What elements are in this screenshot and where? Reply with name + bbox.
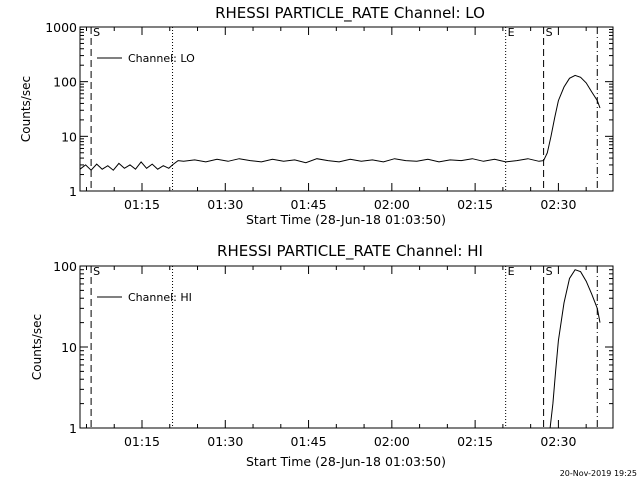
y-tick-label: 10 bbox=[61, 340, 77, 355]
legend-label: Channel: HI bbox=[128, 291, 192, 304]
x-tick-label: 02:30 bbox=[540, 197, 576, 212]
y-tick-label: 1 bbox=[69, 421, 77, 436]
x-tick-label: 01:15 bbox=[124, 197, 160, 212]
panel-hi: RHESSI PARTICLE_RATE Channel: HI S E S 1 10… bbox=[30, 242, 614, 469]
panel-lo: RHESSI PARTICLE_RATE Channel: LO S E S 1 10… bbox=[19, 4, 614, 227]
y-axis-ticks: 1 10 100 1000 bbox=[45, 20, 613, 199]
y-tick-label: 10 bbox=[61, 129, 77, 144]
y-tick-label: 100 bbox=[53, 75, 77, 90]
x-tick-label: 01:15 bbox=[124, 434, 160, 449]
marker-label: S bbox=[93, 26, 100, 39]
x-tick-label: 01:30 bbox=[207, 434, 243, 449]
x-axis-label: Start Time (28-Jun-18 01:03:50) bbox=[246, 454, 446, 469]
date-stamp: 20-Nov-2019 19:25 bbox=[560, 469, 637, 478]
x-tick-label: 01:30 bbox=[207, 197, 243, 212]
chart-title: RHESSI PARTICLE_RATE Channel: LO bbox=[215, 4, 485, 23]
legend-label: Channel: LO bbox=[128, 52, 195, 65]
x-axis-ticks: 01:15 01:30 01:45 02:00 02:15 02:30 bbox=[85, 27, 587, 212]
x-tick-label: 02:15 bbox=[457, 434, 493, 449]
x-tick-label: 01:45 bbox=[291, 197, 327, 212]
series-line-hi bbox=[549, 269, 601, 429]
y-axis-ticks: 1 10 100 bbox=[53, 259, 613, 436]
chart-title: RHESSI PARTICLE_RATE Channel: HI bbox=[217, 242, 483, 261]
marker-label: S bbox=[546, 26, 553, 39]
x-axis-ticks: 01:15 01:30 01:45 02:00 02:15 02:30 bbox=[85, 266, 587, 449]
x-tick-label: 02:15 bbox=[457, 197, 493, 212]
marker-label: E bbox=[508, 26, 515, 39]
y-tick-label: 1 bbox=[69, 184, 77, 199]
x-axis-label: Start Time (28-Jun-18 01:03:50) bbox=[246, 212, 446, 227]
x-tick-label: 02:30 bbox=[540, 434, 576, 449]
marker-label: S bbox=[93, 265, 100, 278]
y-tick-label: 100 bbox=[53, 259, 77, 274]
y-axis-label: Counts/sec bbox=[19, 76, 33, 142]
x-tick-label: 02:00 bbox=[374, 197, 410, 212]
plot-frame bbox=[79, 26, 614, 192]
series-line-lo bbox=[79, 74, 601, 171]
marker-label: E bbox=[508, 265, 515, 278]
x-tick-label: 01:45 bbox=[291, 434, 327, 449]
y-tick-label: 1000 bbox=[45, 20, 77, 35]
x-tick-label: 02:00 bbox=[374, 434, 410, 449]
y-axis-label: Counts/sec bbox=[30, 314, 44, 380]
marker-label: S bbox=[546, 265, 553, 278]
